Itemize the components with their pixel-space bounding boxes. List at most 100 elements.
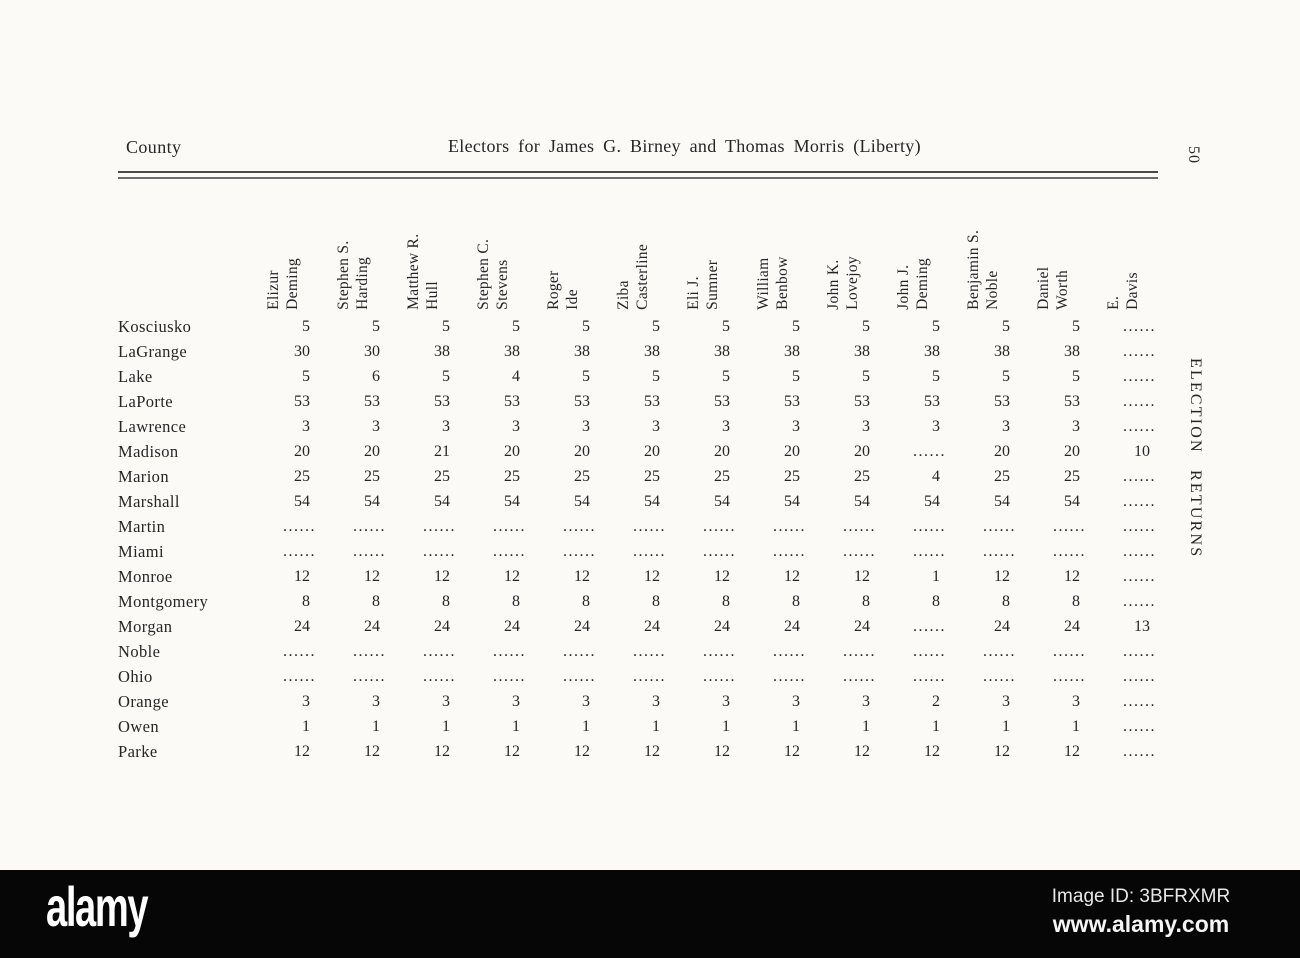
vote-count-cell: 53 <box>994 392 1010 410</box>
vote-count-cell: ...... <box>1123 517 1156 535</box>
table-row: Marion 25 25 25 25 25 25 25 25 25 4 25 25...... <box>118 464 1158 489</box>
county-column-label: County <box>126 137 182 157</box>
vote-count-cell: ...... <box>353 542 386 560</box>
elector-name-rotated: Matthew R. Hull <box>405 233 442 310</box>
vote-count-cell: ...... <box>773 542 806 560</box>
vote-count-cell: 20 <box>714 442 730 460</box>
vote-count-cell: ...... <box>913 542 946 560</box>
vote-count-cell: 53 <box>434 392 450 410</box>
county-name-cell: Lake <box>118 366 153 386</box>
vote-count-cell: ...... <box>1123 717 1156 735</box>
vote-count-cell: 12 <box>364 742 380 760</box>
vote-count-cell: 12 <box>854 742 870 760</box>
vote-count-cell: 24 <box>504 617 520 635</box>
vote-count-cell: 5 <box>512 317 520 335</box>
elector-column-header: John J. Deming <box>878 190 948 314</box>
vote-count-cell: 3 <box>932 417 940 435</box>
vote-count-cell: ...... <box>283 542 316 560</box>
vote-count-cell: 1 <box>442 717 450 735</box>
vote-count-cell: 5 <box>302 367 310 385</box>
vote-count-cell: ...... <box>1123 317 1156 335</box>
elector-name-rotated: Benjamin S. Noble <box>965 230 1002 310</box>
vote-count-cell: 8 <box>932 592 940 610</box>
vote-count-cell: ...... <box>773 517 806 535</box>
vote-count-cell: ...... <box>353 517 386 535</box>
vote-count-cell: 12 <box>364 567 380 585</box>
elector-column-header: Roger Ide <box>528 190 598 314</box>
table-row: Monroe 12 12 12 12 12 12 12 12 12 1 12 12...... <box>118 564 1158 589</box>
county-name-cell: Ohio <box>118 666 153 686</box>
vote-count-cell: 38 <box>784 342 800 360</box>
vote-count-cell: 24 <box>434 617 450 635</box>
county-name-cell: Orange <box>118 691 169 711</box>
vote-count-cell: 12 <box>854 567 870 585</box>
table-row: Lawrence 3 3 3 3 3 3 3 3 3 3 3 3...... <box>118 414 1158 439</box>
vote-count-cell: 12 <box>994 742 1010 760</box>
vote-count-cell: 24 <box>714 617 730 635</box>
vote-count-cell: 38 <box>1064 342 1080 360</box>
vote-count-cell: 8 <box>792 592 800 610</box>
vote-count-cell: 8 <box>302 592 310 610</box>
vote-count-cell: 25 <box>574 467 590 485</box>
vote-count-cell: ...... <box>563 542 596 560</box>
vote-count-cell: 53 <box>784 392 800 410</box>
vote-count-cell: 20 <box>644 442 660 460</box>
vote-count-cell: 21 <box>434 442 450 460</box>
table-header: Elizur Deming Stephen S. Harding Matthew R… <box>118 190 1158 314</box>
vote-count-cell: 1 <box>302 717 310 735</box>
vote-count-cell: 24 <box>364 617 380 635</box>
vote-count-cell: 25 <box>294 467 310 485</box>
table-row: Ohio....................................… <box>118 664 1158 689</box>
vote-count-cell: 1 <box>932 717 940 735</box>
vote-count-cell: 5 <box>582 317 590 335</box>
table-row: Kosciusko 5 5 5 5 5 5 5 5 5 5 5 5...... <box>118 314 1158 339</box>
vote-count-cell: 25 <box>434 467 450 485</box>
vote-count-cell: ...... <box>913 617 946 635</box>
vote-count-cell: 54 <box>434 492 450 510</box>
vote-count-cell: 3 <box>512 417 520 435</box>
vote-count-cell: 24 <box>784 617 800 635</box>
vote-count-cell: 12 <box>784 567 800 585</box>
vote-count-cell: ...... <box>353 642 386 660</box>
county-name-cell: Morgan <box>118 616 173 636</box>
vote-count-cell: 53 <box>644 392 660 410</box>
vote-count-cell: 12 <box>504 742 520 760</box>
county-name-cell: Monroe <box>118 566 173 586</box>
vote-count-cell: 3 <box>652 417 660 435</box>
vote-count-cell: 54 <box>644 492 660 510</box>
vote-count-cell: 24 <box>994 617 1010 635</box>
vote-count-cell: 3 <box>372 692 380 710</box>
vote-count-cell: 3 <box>1072 692 1080 710</box>
vote-count-cell: ...... <box>633 642 666 660</box>
vote-count-cell: 8 <box>512 592 520 610</box>
vote-count-cell: 5 <box>1002 317 1010 335</box>
vote-count-cell: 38 <box>994 342 1010 360</box>
county-name-cell: Parke <box>118 741 158 761</box>
elector-name-rotated: Stephen C. Stevens <box>475 238 512 310</box>
vote-count-cell: 20 <box>854 442 870 460</box>
vote-count-cell: 54 <box>1064 492 1080 510</box>
vote-count-cell: ...... <box>1123 667 1156 685</box>
vote-count-cell: 54 <box>504 492 520 510</box>
vote-count-cell: 12 <box>924 742 940 760</box>
vote-count-cell: 20 <box>294 442 310 460</box>
county-name-cell: Madison <box>118 441 179 461</box>
elector-column-header: Daniel Worth <box>1018 190 1088 314</box>
vote-count-cell: 24 <box>574 617 590 635</box>
vote-count-cell: 3 <box>1072 417 1080 435</box>
vote-count-cell: 13 <box>1134 617 1150 635</box>
table-row: Marshall 54 54 54 54 54 54 54 54 54 54 54 54...... <box>118 489 1158 514</box>
vote-count-cell: 54 <box>574 492 590 510</box>
elector-column-header: Ziba Casterline <box>598 190 668 314</box>
vote-count-cell: ...... <box>423 542 456 560</box>
vote-count-cell: ...... <box>913 517 946 535</box>
vote-count-cell: 25 <box>994 467 1010 485</box>
county-name-cell: LaGrange <box>118 341 188 361</box>
vote-count-cell: ...... <box>283 517 316 535</box>
table-row: LaGrange 30 30 38 38 38 38 38 38 38 38 38 38...... <box>118 339 1158 364</box>
vote-count-cell: 5 <box>862 317 870 335</box>
elector-name-rotated: E. Davis <box>1105 272 1142 310</box>
vote-count-cell: ...... <box>1053 642 1086 660</box>
elector-name-rotated: Daniel Worth <box>1035 266 1072 310</box>
vote-count-cell: 54 <box>924 492 940 510</box>
